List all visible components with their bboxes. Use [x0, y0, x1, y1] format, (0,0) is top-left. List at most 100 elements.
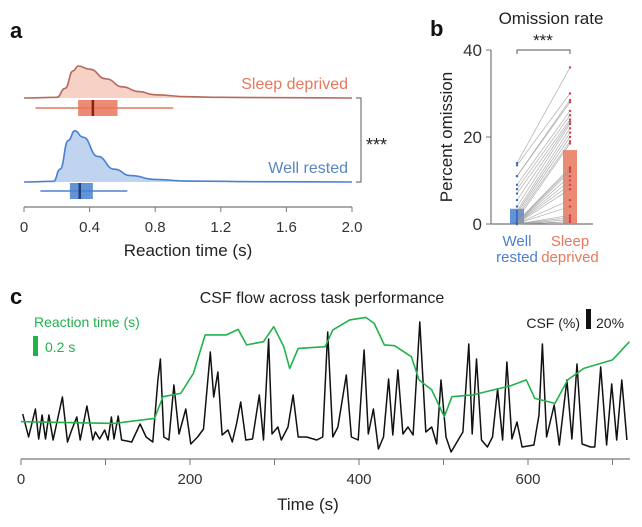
rt-label: Reaction time (s)	[34, 314, 140, 330]
density-curve	[23, 65, 353, 99]
subject-pair-line	[516, 115, 571, 190]
x-label-well-line2: rested	[496, 249, 538, 266]
x-tick-label: 1.2	[210, 219, 231, 236]
density-curve	[23, 129, 353, 183]
subject-point	[568, 127, 572, 130]
subject-point	[515, 222, 519, 226]
csf-scale-bar	[586, 309, 591, 329]
x-tick-label: 1.6	[276, 219, 297, 236]
subject-pair-line	[516, 67, 571, 164]
y-tick-label: 40	[463, 41, 482, 60]
legend-sleep-deprived: Sleep deprived	[241, 76, 348, 93]
subject-point	[568, 174, 572, 178]
subject-pair-line	[516, 121, 571, 201]
subject-point	[568, 120, 572, 123]
box-iqr	[69, 183, 93, 199]
reaction-time-trace	[20, 316, 630, 425]
subject-point	[568, 166, 572, 169]
csf-trace	[21, 321, 628, 453]
subject-pair-line	[516, 93, 571, 166]
subject-point	[568, 131, 572, 134]
subject-pair-line	[516, 132, 571, 214]
x-tick-label: 0.4	[79, 219, 100, 236]
subject-point	[515, 192, 519, 195]
subject-point	[515, 205, 519, 208]
subject-point	[568, 214, 572, 217]
subject-point	[515, 214, 519, 217]
subject-pair-line	[516, 180, 571, 224]
chart-title-b: Omission rate	[499, 9, 604, 28]
subject-point	[515, 164, 519, 167]
x-label-sleep-line1: Sleep	[551, 233, 589, 250]
subject-point	[568, 220, 572, 224]
subject-point	[515, 211, 519, 215]
panel-label-b: b	[430, 16, 443, 41]
x-axis-label-a: Reaction time (s)	[124, 241, 252, 260]
bar	[563, 150, 577, 224]
subject-point	[568, 66, 572, 69]
subject-point	[568, 170, 572, 173]
subject-pair-line	[516, 143, 571, 220]
subject-pair-line	[516, 221, 571, 225]
subject-pair-line	[516, 110, 571, 186]
subject-point	[568, 101, 572, 104]
x-label-well-line1: Well	[503, 233, 532, 250]
panel-a-density-plot: 0 0.4 0.8 1.2 1.6 2.0	[20, 65, 363, 236]
subject-pair-line	[516, 101, 571, 177]
x-label-sleep-line2: deprived	[541, 249, 599, 266]
x-tick-label: 200	[177, 471, 202, 488]
subject-point	[568, 205, 572, 208]
subject-pair-line	[516, 169, 571, 223]
subject-pair-line	[516, 219, 571, 225]
chart-title-c: CSF flow across task performance	[200, 290, 445, 307]
subject-pair-line	[516, 136, 571, 216]
panel-label-c: c	[10, 284, 22, 309]
subject-point	[568, 118, 572, 121]
subject-point	[568, 216, 572, 219]
box-iqr	[78, 100, 118, 116]
subject-point	[568, 140, 572, 143]
significance-stars-b: ***	[533, 31, 553, 50]
subject-pair-line	[516, 206, 571, 224]
subject-pair-line	[516, 128, 571, 212]
subject-point	[515, 174, 519, 178]
subject-point	[515, 188, 519, 191]
subject-point	[568, 114, 572, 117]
x-tick-label: 2.0	[342, 219, 363, 236]
x-tick-label: 400	[346, 471, 371, 488]
subject-pair-line	[516, 188, 571, 224]
subject-pair-line	[516, 119, 571, 194]
subject-pair-line	[516, 217, 571, 225]
subject-pair-line	[516, 175, 571, 223]
subject-point	[515, 161, 519, 165]
subject-point	[515, 198, 519, 202]
density-band	[24, 130, 352, 182]
subject-point	[568, 109, 572, 113]
y-tick-label: 20	[463, 128, 482, 147]
x-tick-label: 0	[17, 471, 25, 488]
panel-b-bar-chart: 0 20 40	[463, 41, 593, 234]
subject-point	[515, 218, 519, 221]
subject-point	[568, 168, 572, 171]
subject-point	[568, 179, 572, 182]
csf-scale-label: 20%	[596, 315, 624, 331]
subject-pair-line	[516, 214, 571, 225]
density-band	[24, 66, 352, 98]
subject-point	[568, 98, 572, 102]
subject-pair-line	[516, 123, 571, 207]
y-axis-label-b: Percent omission	[437, 72, 456, 202]
significance-stars-a: ***	[366, 135, 387, 155]
subject-point	[568, 183, 572, 187]
significance-bracket-b	[516, 49, 571, 54]
x-tick-label: 600	[515, 471, 540, 488]
x-tick-label: 0	[20, 219, 28, 236]
subject-pair-line	[516, 141, 571, 218]
panel-c-line-chart: 0 200 400 600	[17, 316, 630, 488]
subject-point	[515, 183, 519, 187]
subject-pair-line	[516, 171, 571, 223]
subject-point	[568, 122, 572, 126]
subject-point	[568, 92, 572, 95]
x-axis-label-c: Time (s)	[277, 495, 339, 514]
subject-point	[568, 218, 572, 221]
